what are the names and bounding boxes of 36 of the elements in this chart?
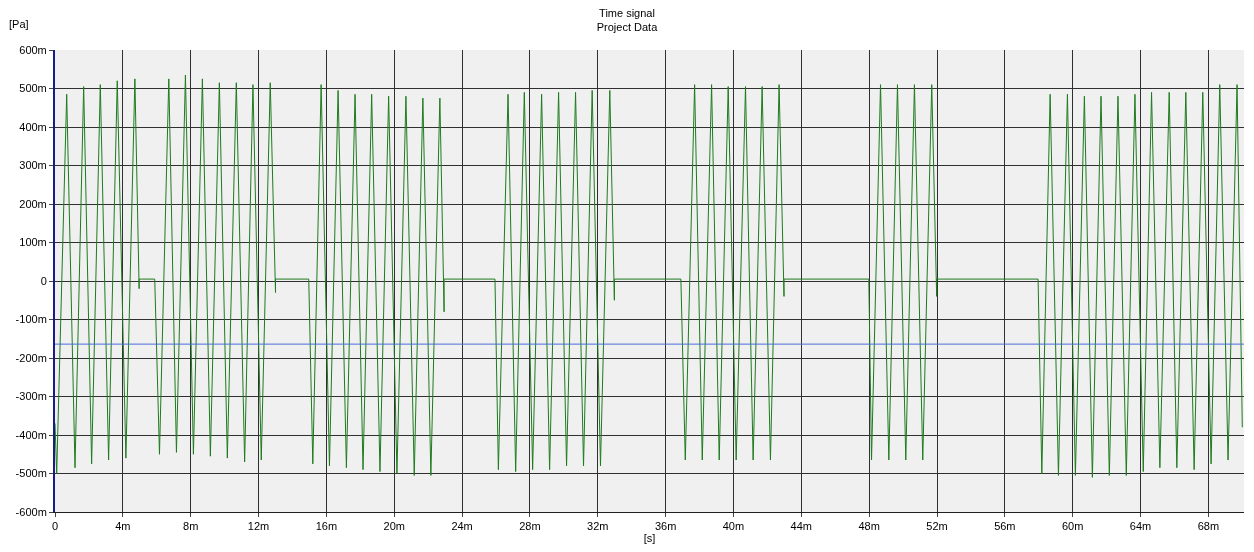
- x-tick-label: 28m: [519, 520, 541, 533]
- y-tick-label: 300m: [19, 159, 47, 172]
- y-tick-label: 100m: [19, 236, 47, 249]
- y-tick-label: -500m: [15, 467, 47, 480]
- x-tick-label: 44m: [790, 520, 813, 533]
- x-tick-label: 0: [51, 520, 59, 533]
- x-axis-title: [s]: [643, 532, 656, 545]
- x-tick-label: 8m: [183, 520, 199, 533]
- y-tick-label: 500m: [19, 82, 47, 95]
- line-series: [55, 74, 1243, 478]
- x-tick-label: 64m: [1129, 520, 1152, 533]
- x-tick-label: 56m: [994, 520, 1016, 533]
- y-tick-label: 200m: [19, 197, 47, 210]
- x-tick-label: 4m: [115, 520, 131, 533]
- y-tick-label: 400m: [19, 120, 47, 133]
- x-tick-label: 60m: [1061, 520, 1084, 533]
- x-tick-label: 12m: [247, 520, 270, 533]
- y-tick-label: -400m: [15, 428, 47, 441]
- x-tick-label: 68m: [1197, 520, 1220, 533]
- x-tick-label: 32m: [587, 520, 609, 533]
- x-tick-label: 40m: [722, 520, 745, 533]
- y-tick-label: 0: [40, 274, 47, 287]
- y-tick-label: -600m: [15, 505, 47, 518]
- y-tick-label: -300m: [15, 390, 47, 403]
- y-axis-title: [Pa]: [9, 18, 29, 30]
- x-tick-label: 36m: [654, 520, 677, 533]
- x-tick-label: 52m: [926, 520, 948, 533]
- y-tick-label: -200m: [15, 351, 47, 364]
- chart-title: Time signal: [599, 6, 655, 19]
- y-tick-label: -100m: [15, 313, 47, 326]
- x-tick-label: 16m: [315, 520, 338, 533]
- x-tick-label: 48m: [858, 520, 880, 533]
- chart-subtitle: Project Data: [596, 20, 659, 33]
- x-tick-label: 24m: [451, 520, 473, 533]
- y-tick-label: 600m: [19, 43, 47, 56]
- x-tick-label: 20m: [383, 520, 405, 533]
